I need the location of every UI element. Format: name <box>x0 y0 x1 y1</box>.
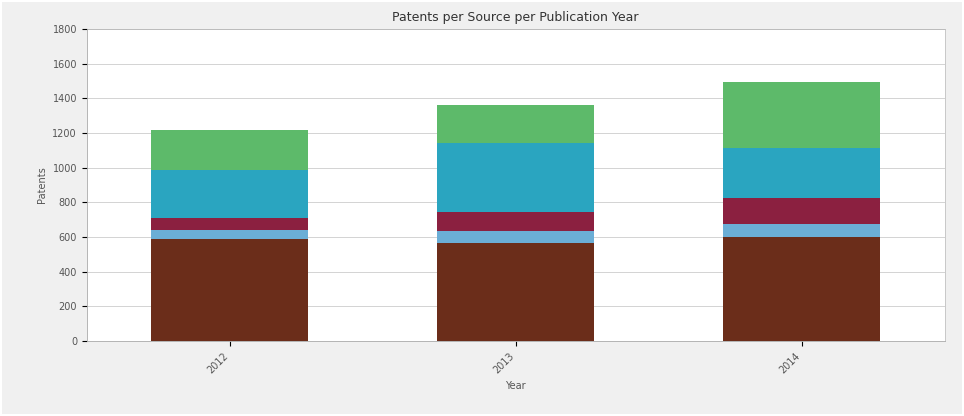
Title: Patents per Source per Publication Year: Patents per Source per Publication Year <box>392 11 639 24</box>
Y-axis label: Patents: Patents <box>37 167 47 203</box>
Bar <box>723 148 880 198</box>
Bar <box>151 169 308 218</box>
Bar <box>151 239 308 341</box>
Bar <box>151 230 308 239</box>
Bar <box>723 237 880 341</box>
Bar <box>723 198 880 224</box>
Legend: CN Applications, CN Grants, US Applications, JP Applications, Other: CN Applications, CN Grants, US Applicati… <box>304 415 728 416</box>
Bar <box>151 130 308 170</box>
Bar <box>437 231 595 243</box>
Bar <box>437 104 595 143</box>
Bar <box>723 82 880 148</box>
Bar <box>723 224 880 237</box>
X-axis label: Year: Year <box>505 381 526 391</box>
Bar <box>437 143 595 212</box>
Bar <box>151 218 308 230</box>
Bar <box>437 243 595 341</box>
Bar <box>437 212 595 231</box>
